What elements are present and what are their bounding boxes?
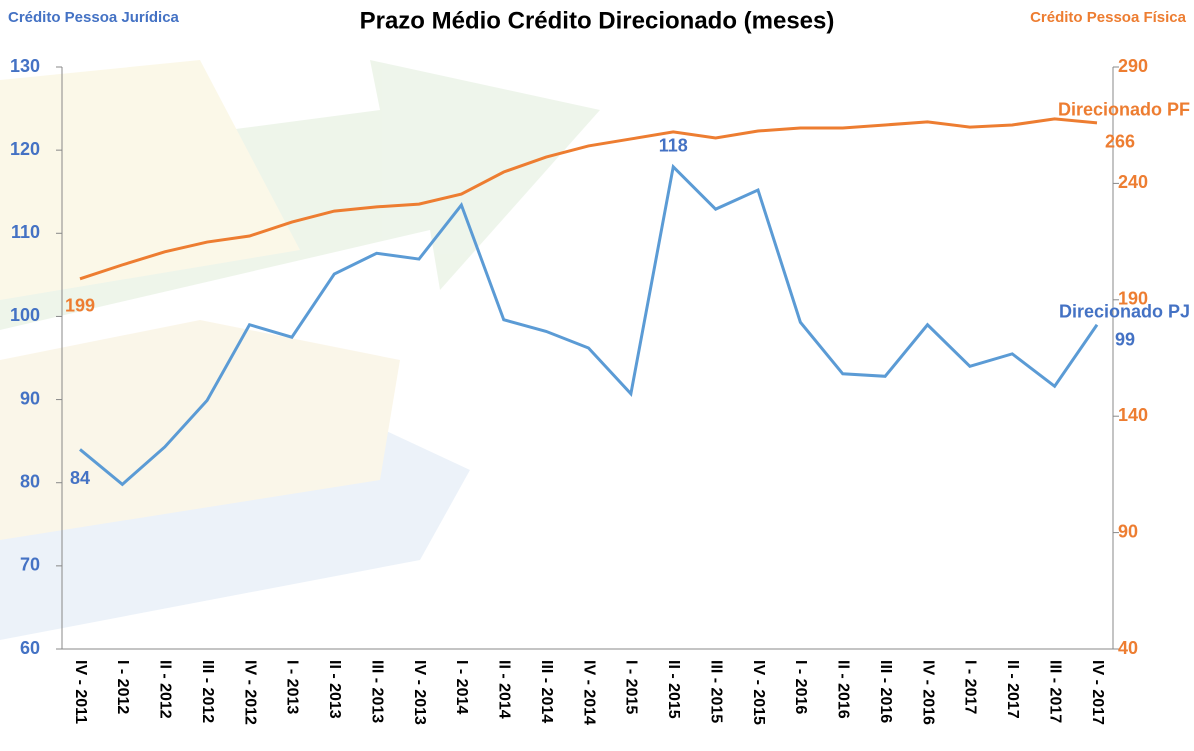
y-tick-label: 80 [20,471,40,491]
data-label: 118 [659,136,688,156]
y2-tick-label: 90 [1118,521,1138,541]
y-tick-label: 90 [20,388,40,408]
y2-tick-label: 190 [1118,289,1148,309]
y2-tick-label: 140 [1118,405,1148,425]
series-line [79,163,1099,487]
x-tick-label: IV - 2011 [72,660,89,724]
x-tick-label: II - 2016 [835,660,852,719]
x-tick-label: II - 2012 [157,660,174,719]
x-tick-label: III - 2015 [707,660,724,723]
x-tick-label: III - 2014 [538,660,555,723]
x-tick-label: II - 2013 [326,660,343,719]
chart-title: Prazo Médio Crédito Direcionado (meses) [360,7,835,34]
y-tick-label: 130 [10,56,40,76]
y-tick-label: 110 [11,222,40,242]
x-tick-label: III - 2013 [368,660,385,723]
x-tick-label: I - 2015 [623,660,640,714]
y2-tick-label: 290 [1118,56,1148,76]
x-tick-label: IV - 2016 [919,660,936,725]
x-tick-label: IV - 2014 [580,660,597,725]
x-tick-label: III - 2012 [199,660,216,723]
data-label: 266 [1105,132,1135,152]
y-axis-title: Crédito Pessoa Jurídica [8,9,180,26]
x-tick-label: II - 2014 [496,660,513,719]
y-tick-label: 60 [20,638,40,658]
y-tick-label: 120 [10,139,40,159]
x-tick-label: IV - 2013 [411,660,428,725]
x-tick-label: IV - 2015 [750,660,767,725]
y-tick-label: 100 [10,305,40,325]
series-name-label: Direcionado PF [1058,100,1190,120]
x-tick-label: II - 2015 [665,660,682,719]
x-tick-label: IV - 2012 [241,660,258,725]
x-tick-label: IV - 2017 [1089,660,1106,725]
x-tick-label: III - 2016 [877,660,894,723]
x-tick-label: I - 2014 [453,660,470,714]
y2-tick-label: 240 [1118,172,1148,192]
series-line [79,117,1098,281]
y2-tick-label: 40 [1118,638,1138,658]
background-arrows [0,60,600,640]
series-name-label: Direcionado PJ [1059,301,1190,321]
y2-axis-title: Crédito Pessoa Física [1030,9,1187,26]
x-tick-label: III - 2017 [1046,660,1063,723]
x-tick-label: I - 2016 [792,660,809,714]
x-tick-label: I - 2017 [962,660,979,714]
x-tick-label: I - 2013 [284,660,301,714]
x-tick-label: I - 2012 [114,660,131,714]
y-tick-label: 70 [20,555,40,575]
data-label: 84 [70,468,90,488]
data-label: 99 [1115,329,1135,349]
x-tick-label: II - 2017 [1004,660,1021,719]
data-label: 199 [65,296,95,316]
